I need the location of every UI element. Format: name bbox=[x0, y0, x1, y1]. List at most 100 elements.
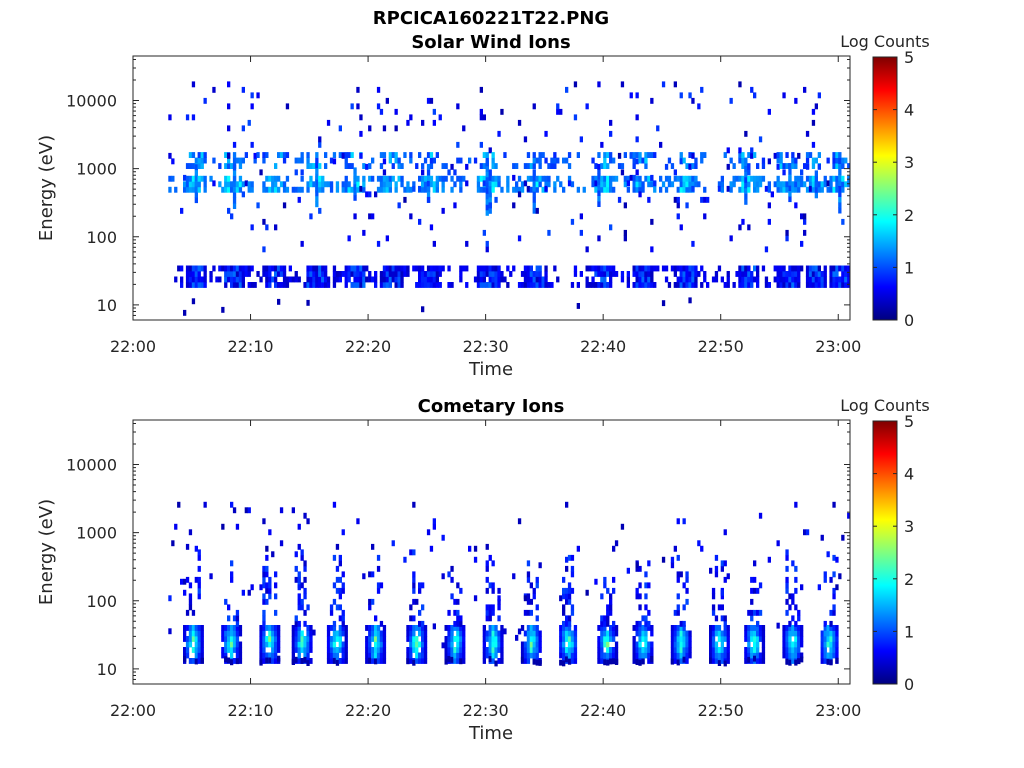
heatmap-cell bbox=[224, 652, 228, 659]
heatmap-cell bbox=[794, 271, 798, 277]
heatmap-cell bbox=[235, 282, 240, 288]
heatmap-cell bbox=[541, 186, 545, 193]
heatmap-cell bbox=[632, 163, 636, 169]
heatmap-cell bbox=[326, 658, 331, 664]
heatmap-cell bbox=[582, 186, 586, 193]
heatmap-cell bbox=[811, 157, 816, 164]
heatmap-cell bbox=[282, 157, 287, 164]
heatmap-cell bbox=[382, 186, 387, 193]
heatmap-cell bbox=[576, 186, 580, 193]
heatmap-cell bbox=[309, 265, 313, 272]
heatmap-cell bbox=[500, 641, 504, 648]
heatmap-cell bbox=[679, 181, 683, 188]
x-tick-label: 22:00 bbox=[110, 701, 156, 720]
heatmap-cell bbox=[371, 276, 375, 283]
heatmap-cell bbox=[623, 202, 627, 209]
heatmap-cell bbox=[215, 276, 219, 283]
heatmap-cell bbox=[485, 204, 489, 211]
heatmap-cell bbox=[197, 265, 201, 272]
heatmap-cell bbox=[488, 615, 492, 622]
heatmap-cell bbox=[761, 647, 766, 653]
heatmap-cell bbox=[426, 265, 431, 272]
heatmap-cell bbox=[670, 641, 675, 648]
heatmap-cell bbox=[406, 181, 410, 188]
heatmap-cell bbox=[221, 186, 225, 193]
heatmap-cell bbox=[785, 181, 789, 188]
heatmap-cell bbox=[456, 157, 460, 164]
heatmap-cell bbox=[776, 276, 780, 283]
heatmap-cell bbox=[606, 636, 610, 642]
heatmap-cell bbox=[379, 276, 384, 283]
heatmap-cell bbox=[200, 276, 204, 283]
heatmap-cell bbox=[238, 630, 243, 637]
heatmap-cell bbox=[374, 636, 378, 642]
heatmap-cell bbox=[688, 276, 692, 283]
heatmap-cell bbox=[638, 641, 642, 648]
heatmap-cell bbox=[791, 265, 795, 272]
heatmap-cell bbox=[232, 186, 237, 193]
heatmap-cell bbox=[761, 265, 766, 272]
heatmap-cell bbox=[341, 625, 345, 631]
heatmap-cell bbox=[641, 658, 645, 665]
heatmap-cell bbox=[227, 163, 231, 169]
heatmap-cell bbox=[188, 163, 193, 169]
heatmap-cell bbox=[259, 641, 263, 648]
heatmap-cell bbox=[450, 625, 454, 631]
heatmap-cell bbox=[485, 152, 489, 158]
heatmap-cell bbox=[638, 152, 642, 158]
heatmap-cell bbox=[703, 276, 707, 283]
heatmap-cell bbox=[532, 587, 536, 594]
heatmap-cell bbox=[306, 518, 310, 525]
heatmap-cell bbox=[376, 86, 381, 93]
heatmap-cell bbox=[585, 265, 589, 272]
heatmap-cell bbox=[820, 186, 824, 193]
heatmap-cell bbox=[429, 282, 434, 288]
heatmap-cell bbox=[644, 175, 648, 182]
heatmap-cell bbox=[565, 615, 569, 622]
heatmap-cell bbox=[329, 604, 334, 611]
heatmap-cell bbox=[235, 652, 240, 659]
heatmap-cell bbox=[744, 182, 748, 189]
heatmap-cell bbox=[720, 630, 724, 637]
heatmap-cell bbox=[723, 560, 727, 567]
heatmap-cell bbox=[726, 652, 730, 659]
heatmap-cell bbox=[764, 246, 769, 253]
heatmap-cell bbox=[800, 636, 804, 642]
heatmap-cell bbox=[300, 647, 304, 653]
heatmap-cell bbox=[232, 625, 237, 631]
heatmap-cell bbox=[447, 656, 451, 662]
heatmap-cell bbox=[412, 641, 416, 648]
heatmap-cell bbox=[303, 512, 307, 519]
heatmap-cell bbox=[341, 529, 345, 536]
heatmap-cell bbox=[620, 271, 625, 277]
heatmap-cell bbox=[673, 641, 677, 648]
heatmap-cell bbox=[385, 97, 389, 104]
heatmap-cell bbox=[462, 265, 466, 272]
heatmap-cell bbox=[738, 186, 742, 193]
heatmap-cell bbox=[741, 271, 745, 277]
heatmap-cell bbox=[835, 584, 839, 591]
heatmap-cell bbox=[579, 229, 583, 236]
heatmap-cell bbox=[676, 625, 680, 631]
heatmap-cell bbox=[329, 647, 334, 653]
heatmap-cell bbox=[312, 265, 316, 272]
heatmap-cell bbox=[723, 652, 727, 659]
heatmap-cell bbox=[303, 560, 307, 567]
heatmap-cell bbox=[194, 175, 198, 182]
heatmap-cell bbox=[567, 625, 572, 631]
heatmap-cell bbox=[232, 271, 237, 277]
heatmap-cell bbox=[265, 625, 269, 631]
heatmap-cell bbox=[168, 595, 172, 602]
heatmap-cell bbox=[603, 636, 607, 642]
heatmap-cell bbox=[829, 609, 833, 616]
heatmap-cell bbox=[485, 265, 489, 272]
heatmap-cell bbox=[435, 271, 439, 277]
heatmap-cell bbox=[315, 195, 319, 202]
heatmap-cell bbox=[676, 276, 680, 283]
heatmap-cell bbox=[756, 641, 760, 648]
heatmap-cell bbox=[638, 265, 642, 272]
heatmap-cell bbox=[485, 604, 489, 611]
heatmap-cell bbox=[720, 641, 724, 648]
heatmap-cell bbox=[353, 265, 357, 272]
heatmap-cell bbox=[247, 271, 251, 277]
